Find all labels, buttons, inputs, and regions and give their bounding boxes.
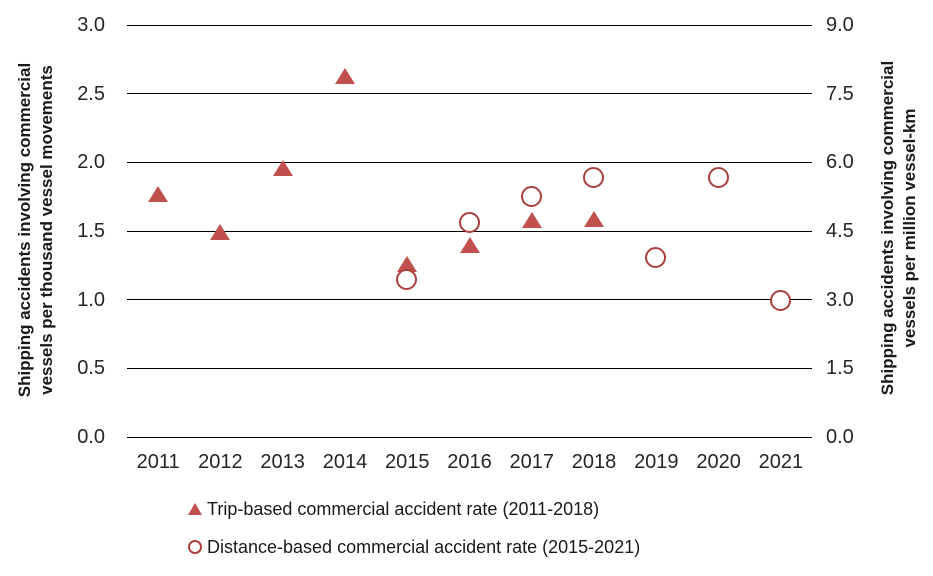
trip-rate-marker-2015 xyxy=(397,255,418,272)
left-axis-title: Shipping accidents involving commercial … xyxy=(15,62,56,398)
distance-rate-marker-2017 xyxy=(520,186,542,208)
y-axis-left-tick-label: 3.0 xyxy=(77,14,105,36)
x-axis-tick-label: 2018 xyxy=(571,451,617,473)
gridline xyxy=(127,436,812,438)
x-axis-tick-label: 2011 xyxy=(136,451,180,473)
x-axis-tick-label: 2020 xyxy=(696,451,741,473)
legend-label-trip-based: Trip-based commercial accident rate (201… xyxy=(207,499,600,519)
y-axis-right-tick-label: 0.0 xyxy=(826,426,854,448)
y-axis-left-tick-label: 1.0 xyxy=(77,288,105,311)
gridline xyxy=(127,299,812,301)
distance-rate-marker-2016 xyxy=(458,212,480,234)
x-axis-tick-label: 2013 xyxy=(260,451,305,473)
y-axis-right-tick-label: 4.5 xyxy=(826,220,854,242)
x-axis-tick-label: 2012 xyxy=(198,451,243,473)
open-circle-icon xyxy=(188,540,202,554)
trip-rate-marker-2012 xyxy=(210,224,231,241)
trip-rate-marker-2017 xyxy=(521,212,542,228)
distance-rate-marker-2015 xyxy=(396,268,418,290)
distance-rate-marker-2021 xyxy=(769,290,791,312)
y-axis-right-tick-label: 3.0 xyxy=(826,288,854,311)
gridline xyxy=(127,367,812,369)
x-axis-tick-label: 2019 xyxy=(634,451,679,473)
filled-triangle-icon xyxy=(188,503,202,515)
y-axis-right-tick-label: 6.0 xyxy=(826,151,854,174)
y-axis-left-tick-label: 2.0 xyxy=(77,151,105,174)
y-axis-left-tick-label: 0.0 xyxy=(77,426,105,448)
gridline xyxy=(127,161,812,163)
gridline xyxy=(127,24,812,26)
right-axis-title: Shipping accidents involving commercial … xyxy=(878,60,919,396)
y-axis-right-tick-label: 7.5 xyxy=(826,82,854,105)
distance-rate-marker-2018 xyxy=(583,166,605,188)
y-axis-left-tick-label: 1.5 xyxy=(77,220,105,242)
y-axis-right-tick-label: 9.0 xyxy=(826,14,854,36)
y-axis-right-tick-label: 1.5 xyxy=(826,357,854,380)
trip-rate-marker-2016 xyxy=(459,236,480,253)
y-axis-left-tick-label: 0.5 xyxy=(77,357,105,380)
x-axis-tick-label: 2015 xyxy=(384,451,430,473)
x-axis-tick-label: 2016 xyxy=(447,451,492,473)
x-axis-tick-label: 2014 xyxy=(322,451,368,473)
gridline xyxy=(127,93,812,95)
trip-rate-marker-2013 xyxy=(272,159,293,176)
trip-rate-marker-2011 xyxy=(148,185,169,202)
legend-label-distance-based: Distance-based commercial accident rate … xyxy=(207,537,641,557)
x-axis-tick-label: 2017 xyxy=(509,451,555,473)
legend-item-trip-based: Trip-based commercial accident rate (201… xyxy=(188,497,640,521)
y-axis-left-tick-label: 2.5 xyxy=(77,82,105,105)
legend: Trip-based commercial accident rate (201… xyxy=(188,497,640,573)
trip-rate-marker-2014 xyxy=(334,67,355,84)
distance-rate-marker-2020 xyxy=(707,166,729,188)
legend-item-distance-based: Distance-based commercial accident rate … xyxy=(188,535,640,559)
trip-rate-marker-2018 xyxy=(584,210,605,227)
distance-rate-marker-2019 xyxy=(645,247,667,268)
x-axis-tick-label: 2021 xyxy=(758,451,804,473)
